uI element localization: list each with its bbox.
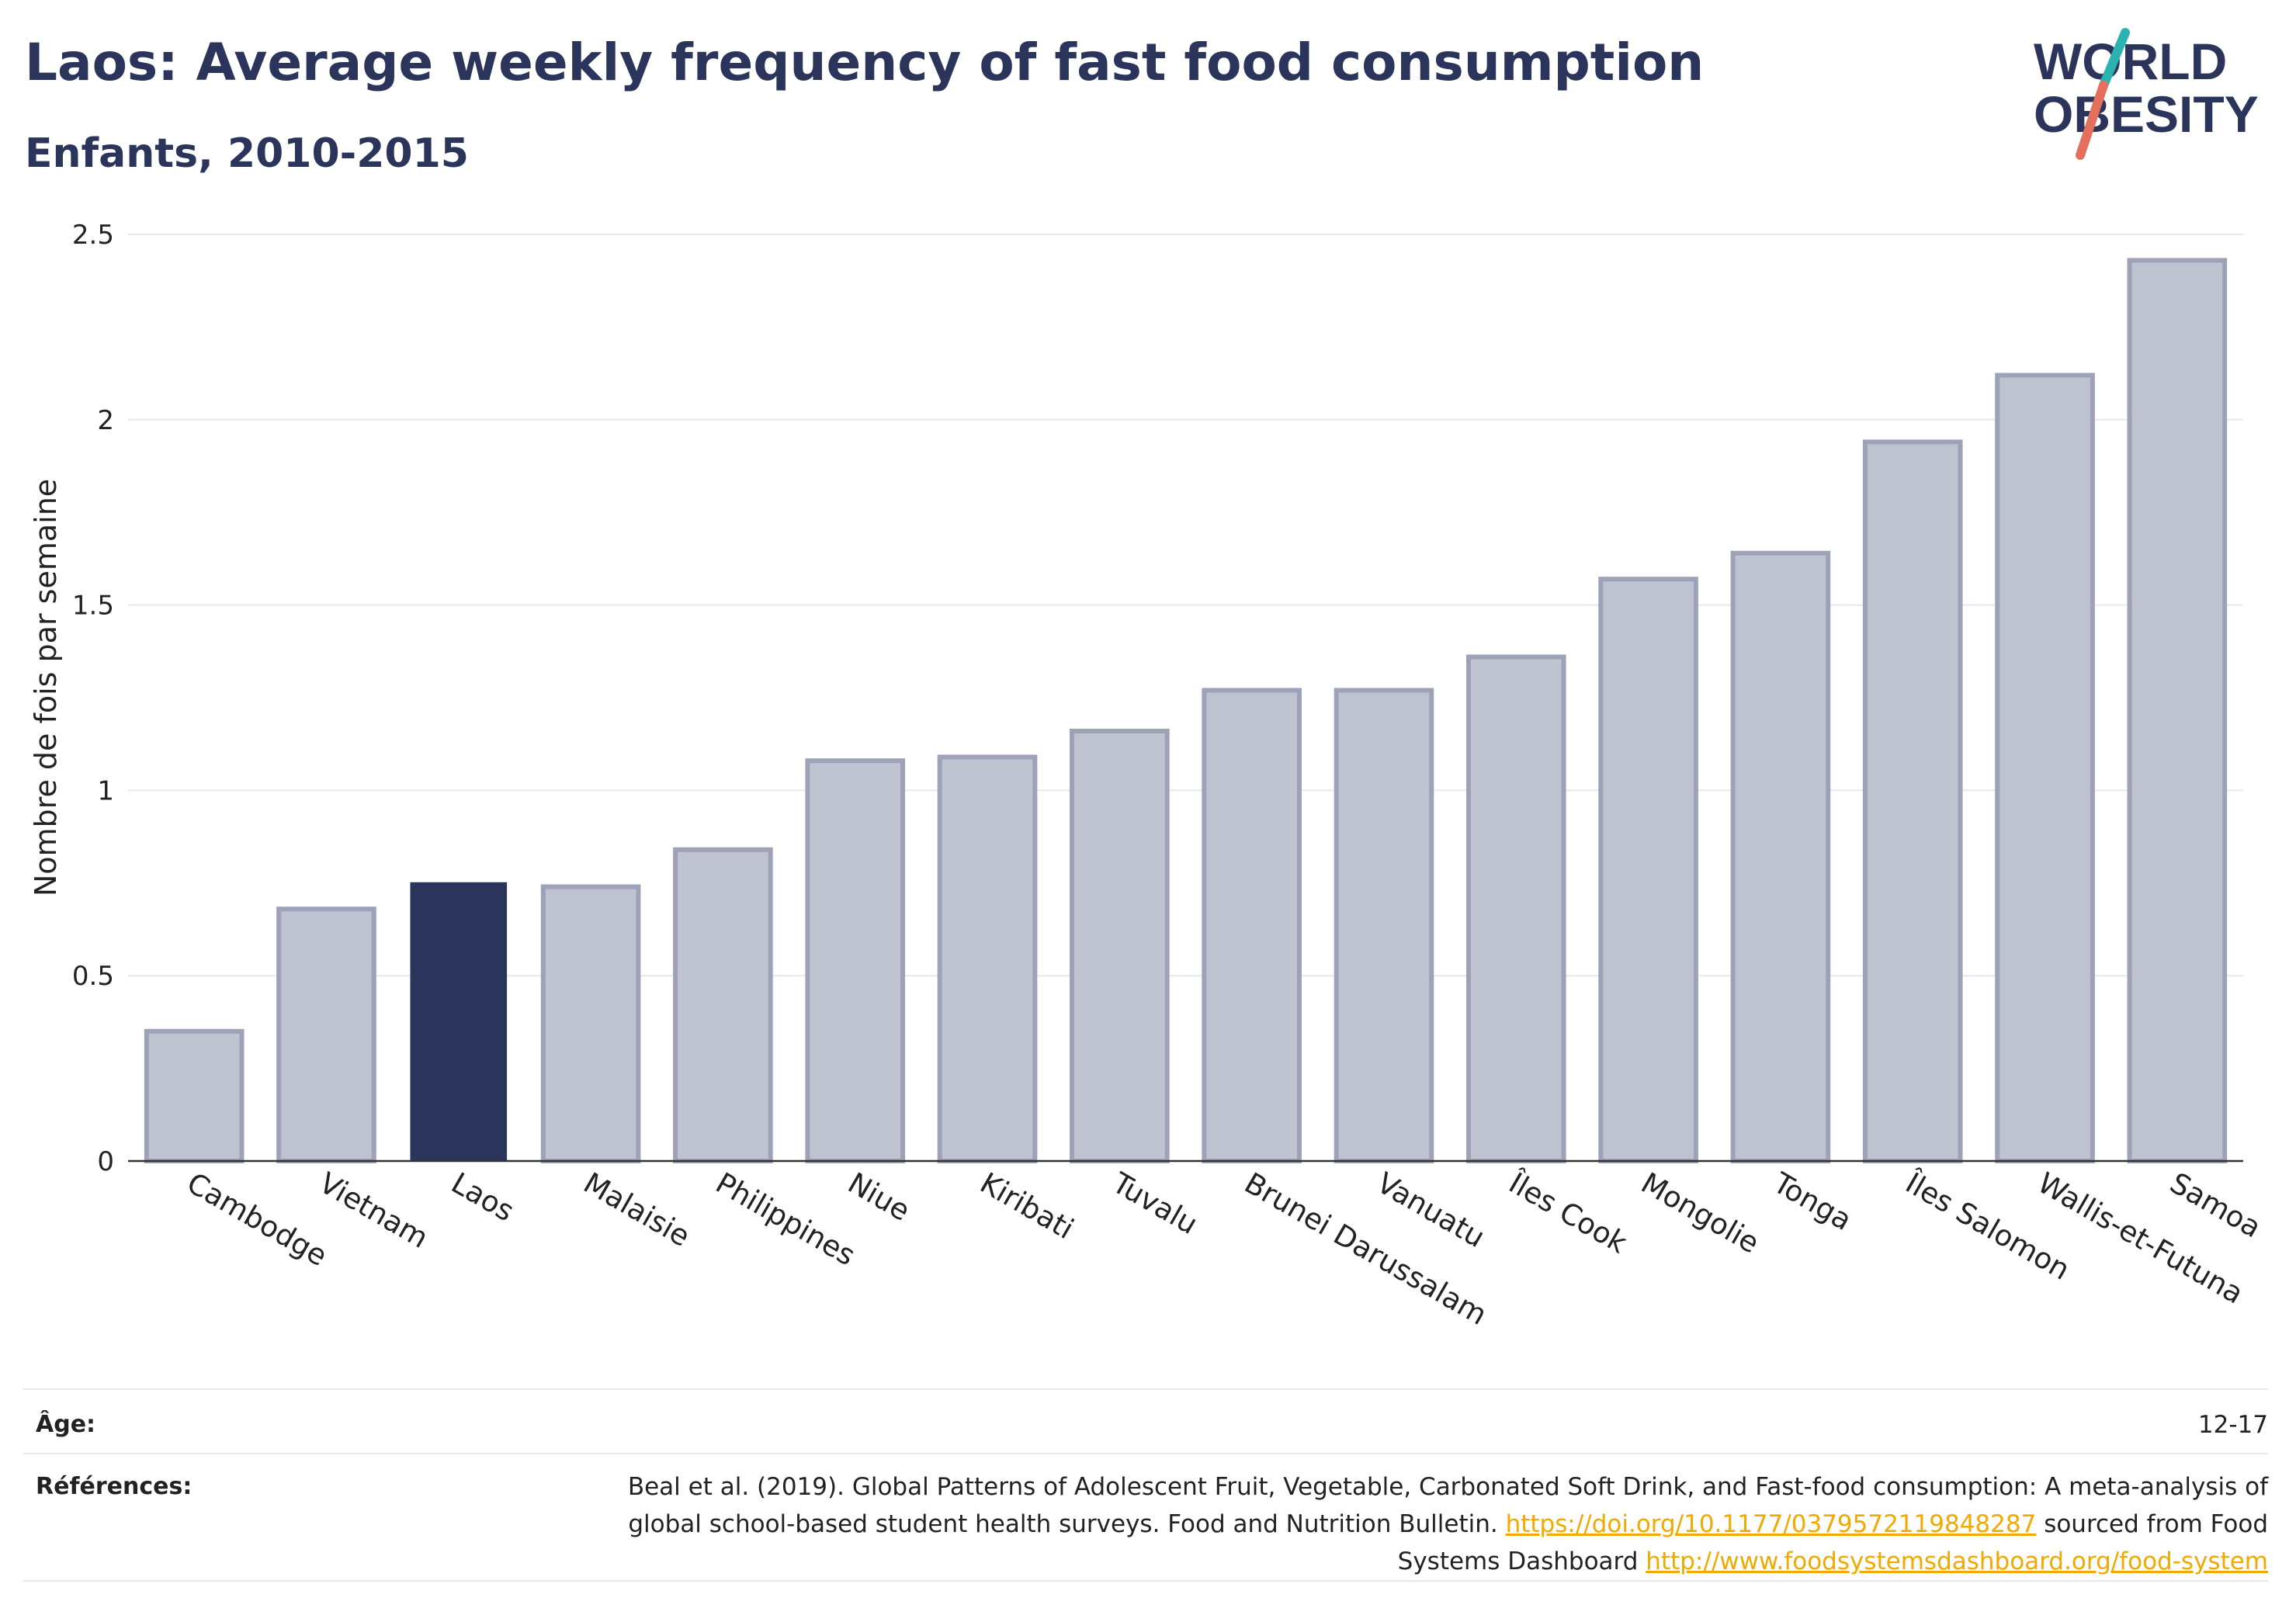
age-value: 12-17 [2197,1411,2268,1439]
bar-tonga [1730,550,1831,1163]
y-axis-title: Nombre de fois par semaine [29,479,63,896]
x-tick-label: Laos [446,1166,519,1229]
bar-vietnam [276,906,376,1164]
meta-divider-middle [23,1453,2268,1454]
bar-philippines [673,847,773,1164]
x-tick-label: Niue [842,1166,915,1228]
bar-samoa [2127,258,2228,1163]
bar-laos [410,882,508,1163]
y-tick-label: 0.5 [72,961,114,992]
x-tick-label: Samoa [2164,1166,2267,1245]
food-systems-link[interactable]: http://www.foodsystemsdashboard.org/food… [1646,1547,2268,1575]
bar--les-cook [1465,654,1566,1163]
x-tick-label: Philippines [710,1166,861,1273]
bar-malaisie [540,884,641,1164]
y-tick-label: 1 [97,775,114,806]
bar-brunei-darussalam [1202,688,1302,1163]
references-row: Références: Beal et al. (2019). Global P… [23,1473,2268,1589]
references-label: Références: [36,1473,192,1500]
y-tick-label: 2.5 [72,220,114,251]
logo-word-obesity: OBESITY [2034,85,2259,143]
x-tick-label: Îles Cook [1503,1165,1633,1260]
chart-title: Laos: Average weekly frequency of fast f… [25,33,1705,92]
bar--les-salomon [1862,439,1963,1163]
bar-tuvalu [1070,728,1170,1163]
meta-divider-top [23,1388,2268,1390]
chart-subtitle: Enfants, 2010-2015 [25,130,469,177]
bar-mongolie [1598,577,1698,1163]
bar-niue [805,758,906,1163]
doi-link[interactable]: https://doi.org/10.1177/0379572119848287 [1505,1510,2037,1538]
bars [144,258,2228,1164]
logo-word-world: WORLD [2034,33,2227,90]
y-tick-label: 1.5 [72,591,114,622]
logo-slash-teal [2099,28,2130,90]
age-row: Âge: 12-17 [23,1411,2268,1450]
x-tick-label: Brunei Darussalam [1239,1166,1493,1332]
x-tick-label: Cambodge [182,1166,333,1273]
x-tick-label: Vanuatu [1371,1166,1490,1255]
y-tick-label: 2 [97,405,114,436]
x-tick-label: Vietnam [314,1166,434,1255]
x-tick-label: Kiribati [975,1166,1080,1246]
age-label: Âge: [36,1411,96,1438]
x-tick-label: Malaisie [578,1166,696,1253]
references-text: Beal et al. (2019). Global Patterns of A… [623,1468,2268,1580]
bar-vanuatu [1334,688,1434,1163]
bar-cambodge [144,1028,245,1163]
bar-kiribati [937,754,1038,1163]
reference-citation: Beal et al. (2019). Global Patterns of A… [627,1473,2268,1538]
x-tick-label: Mongolie [1635,1166,1765,1260]
bar-wallis-et-futuna [1995,373,2095,1164]
world-obesity-logo: WORLD OBESITY [2034,28,2259,160]
x-tick-label: Tonga [1767,1166,1857,1237]
reference-source: sourced from Food Systems Dashboard [1397,1510,2268,1575]
y-tick-labels: 0 0.5 1 1.5 2 2.5 [72,220,114,1177]
y-tick-label: 0 [97,1146,114,1177]
logo-slash-coral [2076,81,2108,160]
meta-divider-bottom [23,1580,2268,1582]
x-tick-label: Tuvalu [1106,1166,1203,1241]
